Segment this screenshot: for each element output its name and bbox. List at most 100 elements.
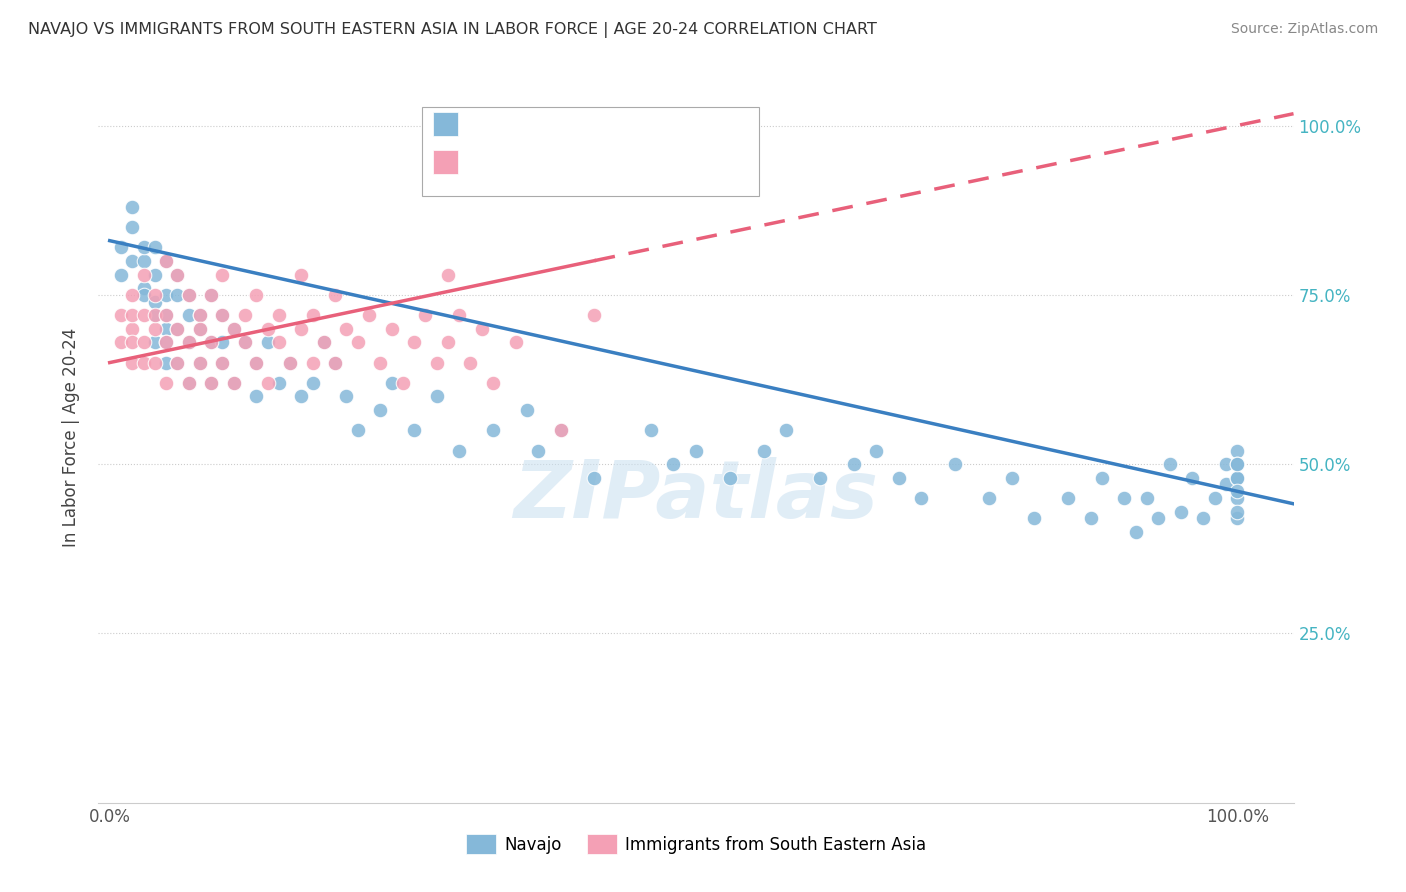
Point [222, 376, 245, 390]
Point [177, 288, 200, 302]
Point [1215, 457, 1237, 471]
Point [426, 389, 449, 403]
Point [482, 376, 505, 390]
Text: N =: N = [588, 118, 627, 136]
Point [910, 491, 932, 505]
Point [1226, 457, 1249, 471]
Point [233, 335, 256, 350]
Point [166, 288, 188, 302]
Point [200, 288, 222, 302]
Point [1226, 505, 1249, 519]
Point [1226, 511, 1249, 525]
Text: 99: 99 [633, 118, 658, 136]
Point [1057, 491, 1080, 505]
Point [290, 268, 312, 282]
Point [188, 322, 211, 336]
Point [449, 308, 471, 322]
Point [842, 457, 865, 471]
Point [323, 355, 346, 369]
Point [662, 457, 685, 471]
Point [301, 376, 323, 390]
Point [267, 376, 290, 390]
Point [132, 288, 155, 302]
Point [245, 389, 267, 403]
Point [437, 268, 460, 282]
Point [245, 355, 267, 369]
Point [865, 443, 887, 458]
Point [211, 355, 233, 369]
Point [460, 355, 482, 369]
Point [200, 288, 222, 302]
Text: N =: N = [588, 156, 627, 174]
Point [368, 355, 391, 369]
Text: NAVAJO VS IMMIGRANTS FROM SOUTH EASTERN ASIA IN LABOR FORCE | AGE 20-24 CORRELAT: NAVAJO VS IMMIGRANTS FROM SOUTH EASTERN … [28, 22, 877, 38]
Point [943, 457, 966, 471]
Point [404, 423, 426, 437]
Point [335, 389, 357, 403]
Point [110, 308, 132, 322]
Point [301, 355, 323, 369]
Text: Source: ZipAtlas.com: Source: ZipAtlas.com [1230, 22, 1378, 37]
Point [143, 335, 166, 350]
Point [1226, 491, 1249, 505]
Point [301, 308, 323, 322]
Text: 70: 70 [633, 156, 658, 174]
Point [808, 471, 831, 485]
Text: ZIPatlas: ZIPatlas [513, 457, 879, 534]
Point [166, 355, 188, 369]
Point [256, 376, 278, 390]
Point [211, 335, 233, 350]
Point [368, 403, 391, 417]
Point [155, 335, 177, 350]
Point [505, 335, 527, 350]
Point [188, 308, 211, 322]
Point [155, 335, 177, 350]
Point [312, 335, 335, 350]
Point [110, 268, 132, 282]
Point [155, 254, 177, 268]
Point [245, 355, 267, 369]
Point [110, 335, 132, 350]
Point [110, 240, 132, 254]
Point [357, 308, 380, 322]
Text: R =: R = [468, 118, 508, 136]
Point [1114, 491, 1136, 505]
Point [1159, 457, 1181, 471]
Point [1170, 505, 1192, 519]
Point [718, 471, 741, 485]
Point [404, 335, 426, 350]
Point [143, 294, 166, 309]
Point [323, 355, 346, 369]
Point [1204, 491, 1226, 505]
Point [166, 322, 188, 336]
Point [166, 268, 188, 282]
Point [211, 355, 233, 369]
Point [415, 308, 437, 322]
Point [1226, 471, 1249, 485]
Legend: Navajo, Immigrants from South Eastern Asia: Navajo, Immigrants from South Eastern As… [460, 828, 932, 860]
Point [335, 322, 357, 336]
Point [121, 254, 143, 268]
Point [188, 322, 211, 336]
Point [166, 322, 188, 336]
Point [550, 423, 572, 437]
Point [132, 335, 155, 350]
Point [752, 443, 775, 458]
Point [188, 355, 211, 369]
Point [380, 322, 402, 336]
Point [583, 308, 606, 322]
Point [1215, 477, 1237, 491]
Point [222, 322, 245, 336]
Point [222, 322, 245, 336]
Point [640, 423, 662, 437]
Point [887, 471, 910, 485]
Point [211, 308, 233, 322]
Point [267, 335, 290, 350]
Point [200, 376, 222, 390]
Point [1024, 511, 1046, 525]
Point [1125, 524, 1147, 539]
Point [1136, 491, 1159, 505]
Point [200, 335, 222, 350]
Point [155, 355, 177, 369]
Point [155, 376, 177, 390]
